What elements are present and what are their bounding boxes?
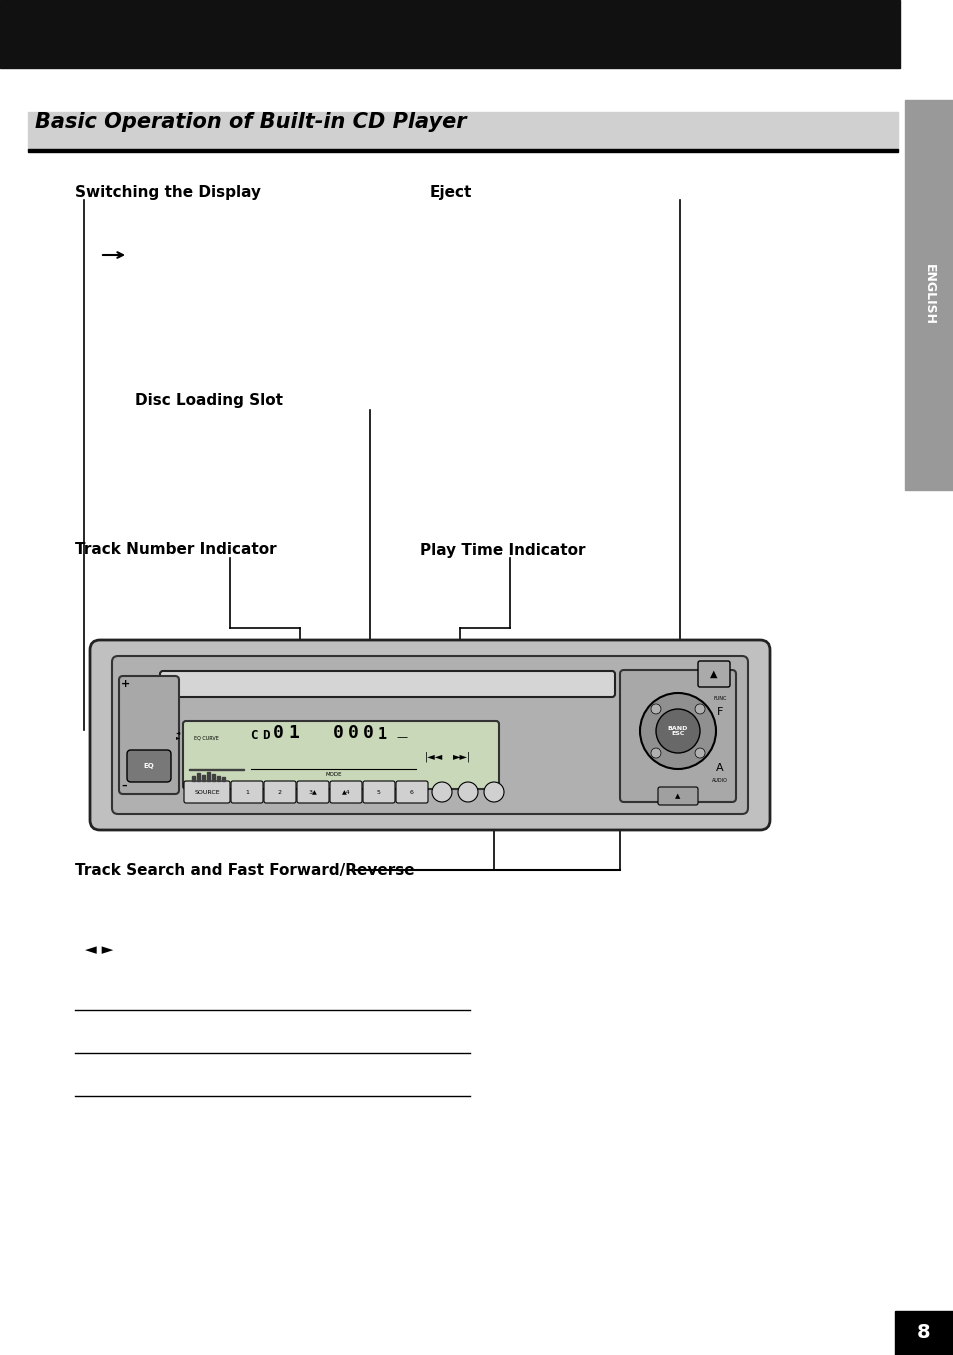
Bar [0,0,899,68]
Text: EQ CURVE: EQ CURVE [193,736,218,740]
Text: 0: 0 [333,724,343,743]
Text: 0: 0 [362,724,373,743]
Bar [222,776,225,780]
Bar [196,772,200,780]
Circle shape [656,709,700,753]
Bar [189,768,244,770]
Text: 1: 1 [245,790,249,794]
Text: 5: 5 [376,790,380,794]
Text: 3▲: 3▲ [309,790,317,794]
Bar [207,772,211,780]
Text: ◄
►: ◄ ► [175,730,180,740]
Circle shape [650,748,660,757]
Text: ►►|: ►►| [453,752,471,763]
Circle shape [639,692,716,770]
Text: ENGLISH: ENGLISH [922,264,935,325]
Text: Switching the Display: Switching the Display [75,184,261,199]
Text: AUDIO: AUDIO [711,778,727,782]
Text: Play Time Indicator: Play Time Indicator [419,542,585,557]
Circle shape [650,705,660,714]
Circle shape [695,748,704,757]
FancyBboxPatch shape [698,661,729,687]
Circle shape [483,782,503,802]
Text: 1: 1 [377,728,386,743]
Text: 0: 0 [273,724,283,743]
FancyBboxPatch shape [90,640,769,831]
Text: EQ: EQ [144,763,154,770]
Text: C: C [250,729,257,743]
Bar [904,100,953,491]
Text: ◄ ►: ◄ ► [85,943,113,958]
Text: |◄◄: |◄◄ [424,752,442,763]
FancyBboxPatch shape [658,787,698,805]
Text: —: — [396,732,407,743]
Text: +: + [121,679,131,688]
FancyBboxPatch shape [330,780,361,804]
Text: A: A [716,763,723,772]
Text: Disc Loading Slot: Disc Loading Slot [135,393,283,408]
Bar [28,149,897,152]
FancyBboxPatch shape [619,669,735,802]
FancyBboxPatch shape [264,780,295,804]
FancyBboxPatch shape [183,721,498,789]
Text: ▲: ▲ [675,793,680,799]
Text: FUNC: FUNC [713,696,726,702]
Text: Track Search and Fast Forward/Reverse: Track Search and Fast Forward/Reverse [75,863,415,878]
Text: 0: 0 [347,724,358,743]
FancyBboxPatch shape [231,780,263,804]
Bar [28,112,897,150]
Text: 2: 2 [277,790,282,794]
FancyBboxPatch shape [160,671,615,696]
Text: Track Number Indicator: Track Number Indicator [75,542,276,557]
Text: D: D [262,729,270,743]
FancyBboxPatch shape [112,656,747,814]
Circle shape [457,782,477,802]
FancyBboxPatch shape [363,780,395,804]
Bar [202,775,205,780]
Text: Eject: Eject [430,184,472,199]
FancyBboxPatch shape [127,751,171,782]
Bar [894,1312,953,1355]
Circle shape [695,705,704,714]
Text: ▲4: ▲4 [341,790,350,794]
Bar [192,776,195,780]
Text: 6: 6 [410,790,414,794]
Bar [216,776,220,780]
Text: SOURCE: SOURCE [194,790,219,794]
FancyBboxPatch shape [296,780,329,804]
Text: –: – [121,780,127,791]
Text: 1: 1 [288,724,299,743]
Text: Basic Operation of Built-in CD Player: Basic Operation of Built-in CD Player [35,112,466,131]
FancyBboxPatch shape [119,676,179,794]
Text: BAND
ESC: BAND ESC [667,725,687,736]
Text: MODE: MODE [325,771,342,776]
Text: 8: 8 [916,1324,930,1343]
Text: F: F [716,707,722,717]
Circle shape [432,782,452,802]
FancyBboxPatch shape [184,780,230,804]
Bar [212,774,215,780]
Text: ▲: ▲ [709,669,717,679]
FancyBboxPatch shape [395,780,428,804]
